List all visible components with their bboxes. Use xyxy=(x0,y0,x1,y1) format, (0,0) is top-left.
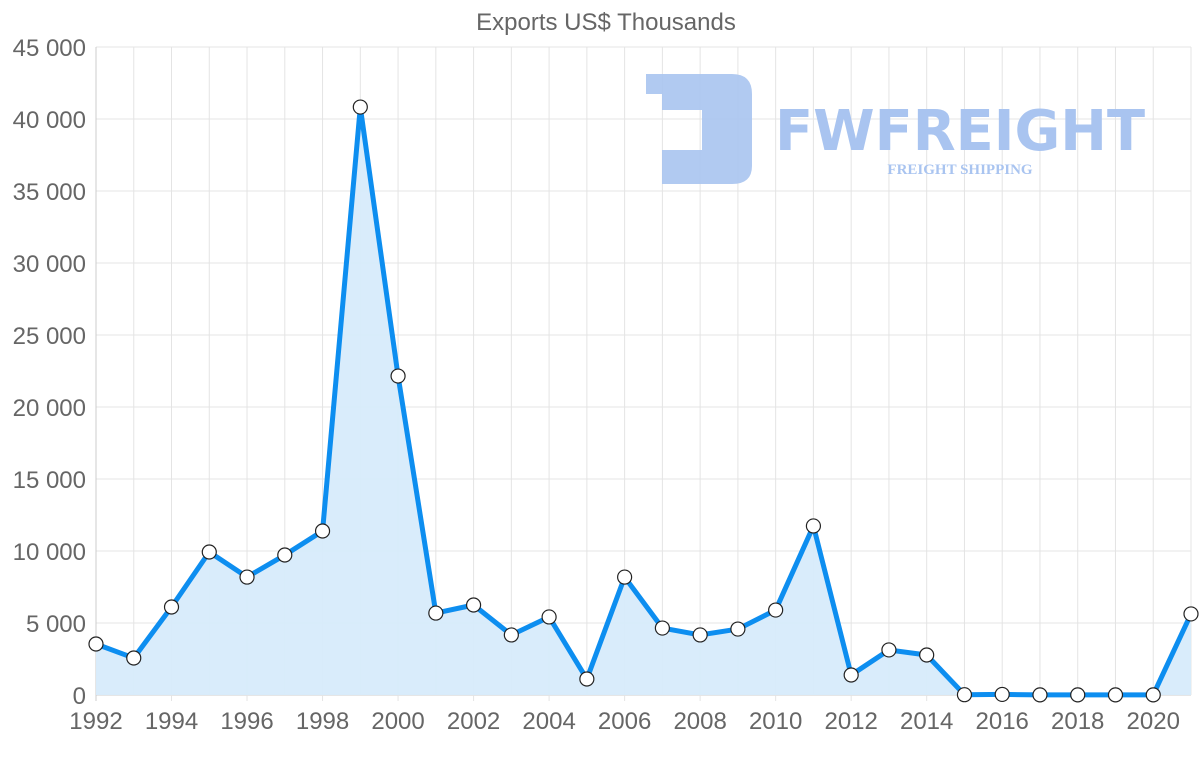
watermark-brand: FWFREIGHT xyxy=(775,99,1145,164)
data-point-marker[interactable] xyxy=(768,602,784,618)
data-point-marker[interactable] xyxy=(579,671,595,687)
fwfreight-logo-icon xyxy=(646,74,752,184)
y-tick-label: 25 000 xyxy=(13,323,86,350)
data-point-marker[interactable] xyxy=(617,569,633,585)
x-axis-ticks: 1992 1994 1996 1998 2000 2002 2004 2006 2008 2010… xyxy=(69,708,1180,735)
data-point-marker[interactable] xyxy=(1070,687,1086,703)
data-point-marker[interactable] xyxy=(692,627,708,643)
y-tick-label: 35 000 xyxy=(13,179,86,206)
y-tick-label: 0 xyxy=(73,683,86,710)
data-point-marker[interactable] xyxy=(919,647,935,663)
data-point-marker[interactable] xyxy=(239,569,255,585)
y-tick-label: 45 000 xyxy=(13,35,86,62)
data-point-marker[interactable] xyxy=(1183,606,1199,622)
x-tick-label: 2012 xyxy=(824,708,877,735)
chart-title: Exports US$ Thousands xyxy=(476,9,736,36)
data-point-marker[interactable] xyxy=(277,547,293,563)
data-point-marker[interactable] xyxy=(881,642,897,658)
data-point-marker[interactable] xyxy=(994,686,1010,703)
data-point-marker[interactable] xyxy=(805,518,822,534)
x-tick-label: 1994 xyxy=(145,708,198,735)
y-tick-label: 5 000 xyxy=(26,611,86,638)
x-tick-label: 1998 xyxy=(296,708,349,735)
data-point-marker[interactable] xyxy=(126,650,142,666)
data-point-marker[interactable] xyxy=(1107,687,1124,703)
x-tick-label: 2006 xyxy=(598,708,651,735)
data-point-marker[interactable] xyxy=(352,99,368,115)
data-point-marker[interactable] xyxy=(1032,687,1048,703)
y-axis-ticks: 0 5 000 10 000 15 000 20 000 25 000 30 000 35 0… xyxy=(13,35,86,710)
x-tick-label: 2016 xyxy=(976,708,1029,735)
x-tick-label: 2014 xyxy=(900,708,953,735)
data-point-marker[interactable] xyxy=(541,609,557,625)
y-tick-label: 20 000 xyxy=(13,395,86,422)
data-point-marker[interactable] xyxy=(503,627,519,643)
data-point-marker[interactable] xyxy=(88,636,104,652)
x-tick-label: 1992 xyxy=(69,708,122,735)
y-tick-label: 15 000 xyxy=(13,467,86,494)
x-tick-label: 2008 xyxy=(673,708,726,735)
data-point-marker[interactable] xyxy=(843,667,859,683)
watermark-tagline: FREIGHT SHIPPING xyxy=(887,162,1032,178)
data-point-marker[interactable] xyxy=(163,599,180,615)
area-fill xyxy=(96,107,1191,696)
x-tick-label: 2002 xyxy=(447,708,500,735)
data-point-marker[interactable] xyxy=(201,544,217,560)
data-point-marker[interactable] xyxy=(956,687,973,703)
x-tick-label: 1996 xyxy=(220,708,273,735)
y-tick-label: 10 000 xyxy=(13,539,86,566)
data-point-marker[interactable] xyxy=(428,605,444,621)
x-tick-label: 2020 xyxy=(1127,708,1180,735)
data-point-marker[interactable] xyxy=(390,368,406,384)
y-tick-label: 30 000 xyxy=(13,251,86,278)
x-tick-label: 2004 xyxy=(522,708,575,735)
data-point-marker[interactable] xyxy=(314,523,331,539)
data-point-marker[interactable] xyxy=(465,597,482,613)
x-tick-label: 2018 xyxy=(1051,708,1104,735)
data-point-marker[interactable] xyxy=(730,621,746,637)
x-tick-label: 2010 xyxy=(749,708,802,735)
y-tick-label: 40 000 xyxy=(13,107,86,134)
x-tick-label: 2000 xyxy=(371,708,424,735)
fwfreight-watermark: FWFREIGHT FREIGHT SHIPPING xyxy=(646,74,1145,184)
data-point-marker[interactable] xyxy=(654,620,670,636)
data-points xyxy=(88,99,1199,703)
data-point-marker[interactable] xyxy=(1145,687,1161,703)
